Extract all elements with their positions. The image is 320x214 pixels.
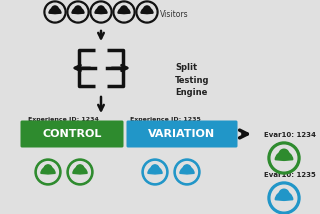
Circle shape — [268, 142, 300, 174]
Text: Visitors: Visitors — [160, 9, 188, 18]
Circle shape — [35, 159, 61, 185]
Circle shape — [183, 165, 191, 173]
Text: Experience ID: 1234: Experience ID: 1234 — [28, 117, 99, 122]
Text: Evar10: 1234: Evar10: 1234 — [264, 132, 316, 138]
Circle shape — [174, 159, 200, 185]
Circle shape — [67, 159, 93, 185]
Circle shape — [142, 159, 168, 185]
Circle shape — [144, 6, 150, 13]
Circle shape — [98, 6, 104, 13]
Circle shape — [44, 1, 66, 23]
Circle shape — [115, 3, 133, 21]
Circle shape — [76, 165, 84, 173]
FancyBboxPatch shape — [20, 120, 124, 147]
Wedge shape — [41, 167, 55, 174]
Circle shape — [151, 165, 159, 173]
Circle shape — [138, 3, 156, 21]
Circle shape — [271, 185, 297, 211]
Wedge shape — [148, 167, 162, 174]
Wedge shape — [95, 8, 107, 14]
Circle shape — [279, 149, 289, 159]
Circle shape — [46, 3, 64, 21]
Circle shape — [268, 182, 300, 214]
Circle shape — [67, 1, 89, 23]
Circle shape — [145, 162, 165, 182]
Circle shape — [121, 6, 127, 13]
Circle shape — [90, 1, 112, 23]
Circle shape — [113, 1, 135, 23]
Wedge shape — [118, 8, 130, 14]
Circle shape — [69, 3, 87, 21]
Circle shape — [75, 6, 81, 13]
Wedge shape — [275, 192, 293, 200]
Circle shape — [136, 1, 158, 23]
Circle shape — [92, 3, 110, 21]
Circle shape — [271, 145, 297, 171]
Circle shape — [70, 162, 91, 182]
Wedge shape — [73, 167, 87, 174]
Text: Experience ID: 1235: Experience ID: 1235 — [130, 117, 201, 122]
Circle shape — [177, 162, 197, 182]
FancyBboxPatch shape — [126, 120, 237, 147]
Wedge shape — [141, 8, 153, 14]
Text: Evar10: 1235: Evar10: 1235 — [264, 172, 316, 178]
Wedge shape — [72, 8, 84, 14]
Circle shape — [279, 189, 289, 199]
Wedge shape — [180, 167, 194, 174]
Text: Split
Testing
Engine: Split Testing Engine — [175, 63, 210, 97]
Wedge shape — [275, 152, 293, 160]
Text: CONTROL: CONTROL — [42, 129, 102, 139]
Wedge shape — [49, 8, 61, 14]
Circle shape — [44, 165, 52, 173]
Circle shape — [52, 6, 58, 13]
Circle shape — [38, 162, 58, 182]
Text: VARIATION: VARIATION — [148, 129, 216, 139]
